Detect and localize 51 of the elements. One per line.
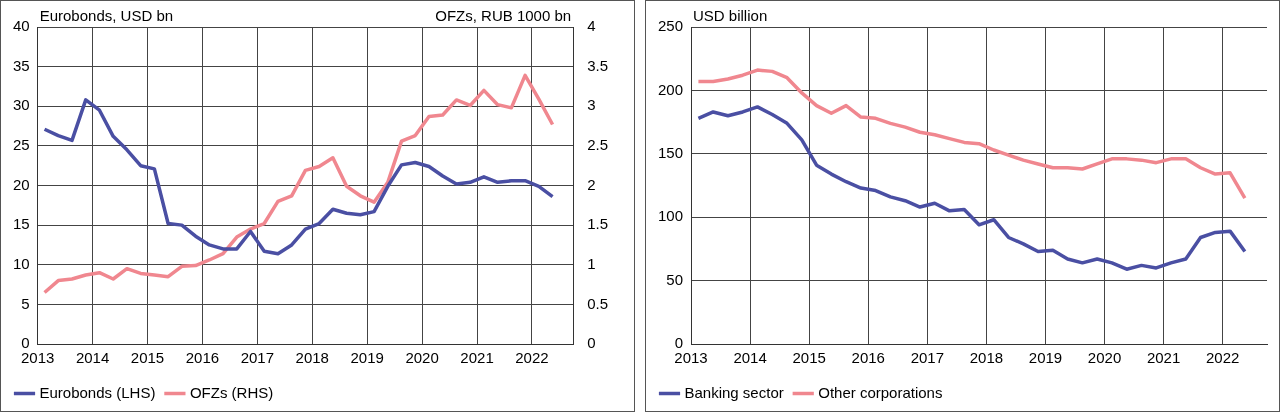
y-tick-label: 30 <box>13 96 30 114</box>
x-tick-label: 2015 <box>792 349 826 367</box>
y-tick-label: 200 <box>658 80 684 98</box>
x-tick-label: 2018 <box>295 349 329 367</box>
y2-axis-title: OFZs, RUB 1000 bn <box>435 6 572 24</box>
x-tick-label: 2017 <box>910 349 945 367</box>
x-tick-label: 2018 <box>969 349 1004 367</box>
y-tick-label: 20 <box>13 175 30 193</box>
x-tick-label: 2019 <box>1028 349 1063 367</box>
x-tick-label: 2014 <box>75 349 110 367</box>
y2-tick-label: 4 <box>587 17 596 35</box>
y-tick-label: 250 <box>658 17 684 35</box>
x-tick-label: 2017 <box>240 349 275 367</box>
x-tick-label: 2013 <box>21 349 55 367</box>
y-tick-label: 0 <box>674 334 684 352</box>
x-tick-label: 2021 <box>460 349 494 367</box>
legend-label: Eurobonds (LHS) <box>39 383 156 401</box>
x-tick-label: 2015 <box>130 349 165 367</box>
y2-tick-label: 3 <box>587 96 596 114</box>
y2-tick-label: 1 <box>587 254 596 272</box>
y2-tick-label: 0.5 <box>587 294 609 312</box>
x-tick-label: 2013 <box>674 349 708 367</box>
x-tick-label: 2022 <box>1206 349 1240 367</box>
y-tick-label: 50 <box>666 270 684 288</box>
y2-tick-label: 0 <box>587 334 596 352</box>
legend-label: OFZs (RHS) <box>189 383 274 401</box>
y-axis-title: USD billion <box>693 6 768 24</box>
y2-tick-label: 1.5 <box>587 215 609 233</box>
x-tick-label: 2021 <box>1146 349 1181 367</box>
y-tick-label: 150 <box>658 143 684 161</box>
x-tick-label: 2016 <box>851 349 885 367</box>
y-tick-label: 10 <box>13 254 30 272</box>
legend-label: Banking sector <box>684 383 784 401</box>
y-axis-title: Eurobonds, USD bn <box>39 6 174 24</box>
y-tick-label: 40 <box>13 17 30 35</box>
y2-tick-label: 2.5 <box>587 136 609 154</box>
y2-tick-label: 2 <box>587 175 596 193</box>
y-tick-label: 25 <box>13 136 30 154</box>
x-tick-label: 2022 <box>515 349 549 367</box>
y-tick-label: 35 <box>13 56 30 74</box>
x-tick-label: 2014 <box>733 349 767 367</box>
x-tick-label: 2020 <box>1087 349 1122 367</box>
y-tick-label: 100 <box>658 207 684 225</box>
y-tick-label: 5 <box>21 294 30 312</box>
x-tick-label: 2020 <box>405 349 439 367</box>
y2-tick-label: 3.5 <box>587 56 609 74</box>
x-tick-label: 2019 <box>350 349 384 367</box>
y-tick-label: 0 <box>21 334 30 352</box>
y-tick-label: 15 <box>13 215 30 233</box>
x-tick-label: 2016 <box>185 349 220 367</box>
legend-label: Other corporations <box>818 383 943 401</box>
